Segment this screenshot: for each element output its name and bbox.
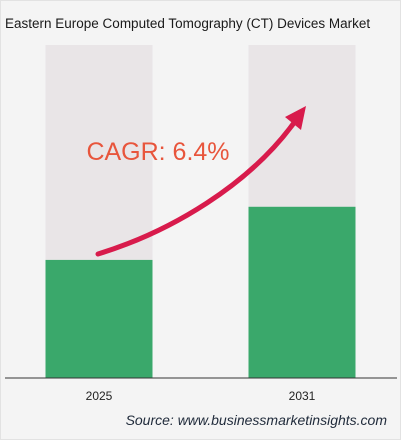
cagr-annotation: CAGR: 6.4%: [86, 138, 229, 166]
bar-2031: [248, 206, 356, 378]
source-note: Source: www.businessmarketinsights.com: [125, 412, 387, 428]
growth-arrow: [95, 117, 299, 257]
growth-arrow-head: [285, 106, 306, 130]
x-tick-label-2025: 2025: [86, 389, 113, 403]
chart-title: Eastern Europe Computed Tomography (CT) …: [5, 16, 371, 31]
bar-2025: [45, 259, 153, 378]
x-tick-label-2031: 2031: [289, 389, 316, 403]
